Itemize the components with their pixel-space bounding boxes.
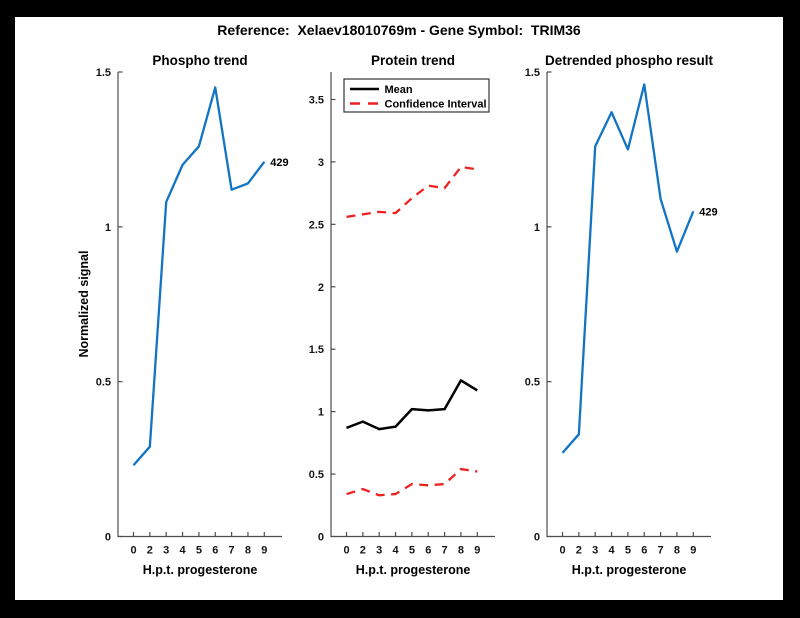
y-tick-label: 1 — [534, 222, 540, 234]
y-tick-label: 1 — [105, 222, 111, 234]
x-tick-label: 6 — [212, 545, 218, 557]
y-tick-label: 0.5 — [309, 469, 324, 481]
x-tick-label: 4 — [179, 545, 186, 557]
y-axis-label: Normalized signal — [77, 251, 91, 358]
x-tick-label: 8 — [674, 545, 680, 557]
subplot-title-detrended: Detrended phospho result — [545, 53, 714, 68]
series-end-label-429: 429 — [699, 206, 717, 218]
x-tick-label: 3 — [376, 545, 382, 557]
phospho-plot-area: 00.511.50 2 3 4 5 6 7 8 9 — [96, 67, 282, 557]
x-tick-label: 2 — [576, 545, 582, 557]
figure-background — [15, 17, 783, 600]
x-tick-label: 5 — [625, 545, 631, 557]
y-tick-label: 0.5 — [525, 377, 540, 389]
series-end-label-429: 429 — [270, 157, 288, 169]
phospho-signal-line — [132, 86, 266, 467]
x-tick-label: 7 — [229, 545, 235, 557]
y-tick-label: 2 — [318, 282, 324, 294]
x-tick-label: 8 — [245, 545, 251, 557]
confidence-interval-lower-line — [346, 467, 478, 497]
y-tick-label: 3.5 — [309, 94, 324, 106]
y-tick-label: 1.5 — [309, 344, 324, 356]
subplot-title-protein: Protein trend — [371, 53, 455, 68]
x-tick-label: 8 — [458, 545, 464, 557]
x-tick-label: 4 — [392, 545, 399, 557]
legend: Mean Confidence Interval — [343, 78, 490, 113]
detrended-phospho-signal-line — [561, 83, 695, 454]
x-tick-label: 6 — [425, 545, 431, 557]
y-tick-label: 0.5 — [96, 377, 111, 389]
x-tick-label: 3 — [163, 545, 169, 557]
x-tick-label: 0 — [343, 545, 349, 557]
x-axis-label-detrended: H.p.t. progesterone — [572, 563, 687, 577]
protein-plot-area: 00.511.522.533.50 2 3 4 5 6 7 8 9 — [309, 72, 495, 557]
subplot-detrended-phospho: 00.511.50 2 3 4 5 6 7 8 9 Detrended phospho resu… — [525, 53, 718, 577]
y-tick-label: 1 — [318, 407, 324, 419]
y-tick-label: 1.5 — [96, 67, 111, 79]
x-tick-label: 2 — [360, 545, 366, 557]
x-tick-label: 6 — [641, 545, 647, 557]
legend-ci-label: Confidence Interval — [385, 99, 487, 111]
y-tick-label: 3 — [318, 157, 324, 169]
y-tick-label: 2.5 — [309, 219, 324, 231]
x-tick-label: 0 — [130, 545, 136, 557]
figure-title: Reference: Xelaev18010769m - Gene Symbol… — [217, 22, 581, 38]
x-axis-label-protein: H.p.t. progesterone — [356, 563, 471, 577]
x-tick-label: 4 — [608, 545, 615, 557]
x-tick-label: 7 — [658, 545, 664, 557]
x-tick-label: 9 — [690, 545, 696, 557]
x-tick-label: 2 — [147, 545, 153, 557]
confidence-interval-upper-line — [346, 165, 478, 218]
y-tick-label: 0 — [318, 532, 324, 544]
subplot-title-phospho: Phospho trend — [152, 53, 247, 68]
mean-line — [346, 379, 478, 431]
x-tick-label: 3 — [592, 545, 598, 557]
x-axis-label-phospho: H.p.t. progesterone — [143, 563, 258, 577]
x-tick-label: 5 — [409, 545, 415, 557]
x-tick-label: 9 — [261, 545, 267, 557]
y-tick-label: 1.5 — [525, 67, 540, 79]
legend-box — [343, 78, 490, 113]
x-tick-label: 0 — [559, 545, 565, 557]
subplot-protein-trend: 00.511.522.533.50 2 3 4 5 6 7 8 9 Protein trend … — [309, 53, 495, 577]
x-tick-label: 7 — [442, 545, 448, 557]
y-tick-label: 0 — [105, 532, 111, 544]
y-tick-label: 0 — [534, 532, 540, 544]
detrended-plot-area: 00.511.50 2 3 4 5 6 7 8 9 — [525, 67, 711, 557]
subplot-phospho-trend: 00.511.50 2 3 4 5 6 7 8 9 Phospho trend H.p.t. p… — [77, 53, 289, 577]
legend-mean-label: Mean — [385, 84, 413, 96]
x-tick-label: 9 — [474, 545, 480, 557]
x-tick-label: 5 — [196, 545, 202, 557]
